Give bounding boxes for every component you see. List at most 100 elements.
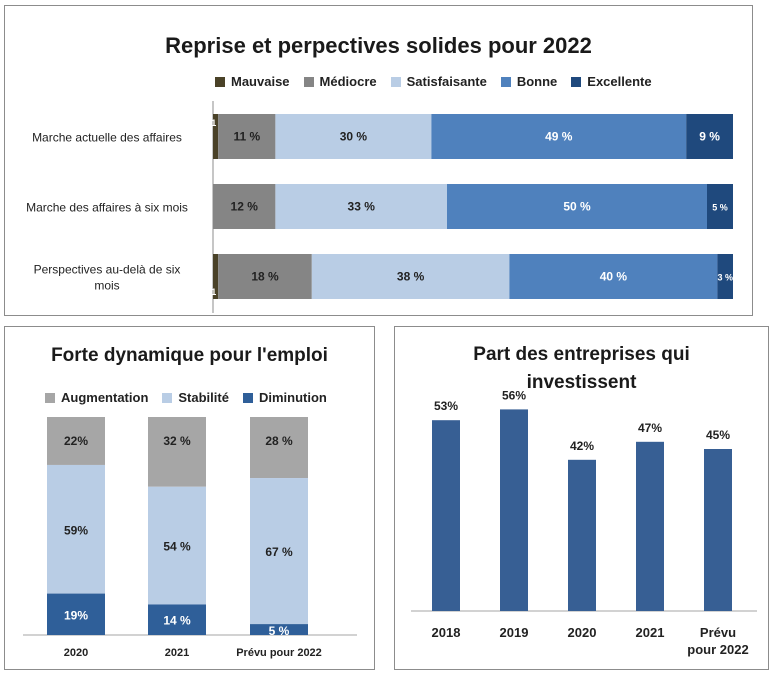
column-segment-stabilite [250, 478, 308, 625]
bar-segment-bonne [509, 254, 718, 299]
category-label: 2019 [500, 625, 529, 640]
column-bar [704, 449, 732, 611]
data-label-diminution: 5 % [269, 624, 290, 638]
category-label: pour 2022 [687, 642, 748, 657]
data-label-bonne: 50 % [563, 200, 591, 214]
bar-segment-satisfaisante [311, 254, 510, 299]
bar-segment-excellente [717, 254, 733, 299]
column-segment-diminution [148, 604, 206, 635]
bar-segment-mediocre [218, 254, 312, 299]
column-bar [500, 409, 528, 611]
category-label: Prévu pour 2022 [236, 647, 322, 659]
legend-item-augmentation: Augmentation [45, 390, 148, 405]
column-bar [568, 459, 596, 611]
data-label-augmentation: 28 % [265, 434, 293, 448]
legend-swatch-augmentation [45, 392, 55, 403]
legend-employment: Augmentation Stabilité Diminution [45, 390, 341, 405]
legend-item-bonne: Bonne [500, 74, 558, 89]
legend-swatch-diminution [242, 392, 253, 403]
chart-employment: 22% 59% 19% 2020 32 % 54 % 14 % 2021 28 % 67 % 5 %… [23, 417, 357, 659]
column-segment-diminution [250, 624, 308, 635]
legend-item-diminution: Diminution [242, 390, 327, 405]
chart-title-investment: Part des entreprises qui investissent [473, 344, 690, 393]
data-label-satisfaisante: 30 % [340, 130, 368, 144]
legend-item-mauvaise: Mauvaise [215, 74, 290, 89]
legend-label-satisfaisante: Satisfaisante [406, 74, 487, 89]
legend-swatch-satisfaisante [390, 76, 401, 87]
panel-business-outlook: Reprise et perpectives solides pour 2022… [4, 5, 753, 316]
bar-segment-mauvaise [213, 254, 219, 299]
legend-swatch-bonne [500, 76, 511, 87]
panel-investment: Part des entreprises qui investissent 53… [394, 326, 769, 670]
bar-segment-excellente [707, 184, 733, 229]
panel-employment: Forte dynamique pour l'emploi Augmentati… [4, 326, 375, 670]
data-label-augmentation: 22% [64, 434, 88, 448]
data-label: 53% [434, 399, 458, 413]
column-bar [636, 441, 664, 611]
data-label-bonne: 40 % [600, 270, 628, 284]
legend-item-satisfaisante: Satisfaisante [390, 74, 487, 89]
data-label-satisfaisante: 38 % [397, 270, 425, 284]
bar-segment-bonne [447, 184, 707, 229]
bar-segment-excellente [686, 114, 733, 159]
legend-swatch-excellente [571, 76, 582, 87]
data-label-stabilite: 54 % [163, 540, 191, 554]
data-label: 56% [502, 388, 526, 402]
chart-title-business-outlook: Reprise et perpectives solides pour 2022 [165, 33, 592, 58]
chart-title-employment: Forte dynamique pour l'emploi [51, 345, 328, 366]
column-segment-augmentation [148, 417, 206, 487]
bar-segment-satisfaisante [275, 114, 432, 159]
data-label-stabilite: 59% [64, 523, 88, 537]
category-label: mois [94, 279, 119, 293]
category-label: 2021 [165, 647, 189, 659]
data-label-bonne: 49 % [545, 130, 573, 144]
legend-business-outlook: Mauvaise Médiocre Satisfaisante Bonne Ex… [215, 74, 666, 89]
column-segment-stabilite [148, 486, 206, 605]
data-label-mediocre: 11 % [233, 130, 260, 144]
data-label-excellente: 5 % [712, 203, 728, 213]
category-label: Perspectives au-delà de six [34, 263, 181, 277]
legend-label-stabilite: Stabilité [178, 390, 229, 405]
data-label-diminution: 14 % [163, 614, 191, 628]
category-label: Marche actuelle des affaires [32, 131, 182, 145]
chart-investment: 53% 2018 56% 2019 42% 2020 47% 2021 45% Prévu pour… [411, 388, 757, 657]
legend-label-mauvaise: Mauvaise [231, 74, 290, 89]
column-segment-augmentation [250, 417, 308, 479]
data-label-mediocre: 18 % [251, 270, 279, 284]
data-label-stabilite: 67 % [265, 545, 293, 559]
column-segment-diminution [47, 593, 105, 635]
legend-item-stabilite: Stabilité [162, 390, 229, 405]
legend-item-excellente: Excellente [571, 74, 652, 89]
bar-segment-mauvaise [213, 114, 219, 159]
column-segment-augmentation [47, 417, 105, 465]
data-label-mediocre: 12 % [231, 200, 259, 214]
legend-swatch-stabilite [162, 392, 173, 403]
data-label-excellente: 3 % [717, 273, 733, 283]
bar-segment-mediocre [218, 114, 276, 159]
legend-label-bonne: Bonne [516, 74, 558, 89]
legend-label-diminution: Diminution [258, 390, 327, 405]
category-label: Prévu [700, 625, 736, 640]
data-label-excellente: 9 % [699, 130, 720, 144]
bar-segment-bonne [431, 114, 687, 159]
column-segment-stabilite [47, 464, 105, 594]
legend-swatch-mediocre [303, 76, 314, 87]
legend-swatch-mauvaise [215, 76, 225, 87]
category-label: Marche des affaires à six mois [26, 201, 188, 215]
data-label: 47% [638, 421, 662, 435]
bar-segment-satisfaisante [275, 184, 447, 229]
legend-label-mediocre: Médiocre [319, 74, 377, 89]
legend-label-augmentation: Augmentation [61, 390, 149, 405]
data-label-diminution: 19% [64, 608, 88, 622]
data-label-augmentation: 32 % [163, 434, 191, 448]
data-label-satisfaisante: 33 % [348, 200, 376, 214]
category-label: 2021 [636, 625, 665, 640]
legend-item-mediocre: Médiocre [303, 74, 377, 89]
column-bar [432, 420, 460, 611]
category-label: 2018 [432, 625, 461, 640]
category-label: 2020 [64, 647, 88, 659]
data-label: 42% [570, 439, 594, 453]
category-label: 2020 [568, 625, 597, 640]
bar-segment-mediocre [213, 184, 276, 229]
